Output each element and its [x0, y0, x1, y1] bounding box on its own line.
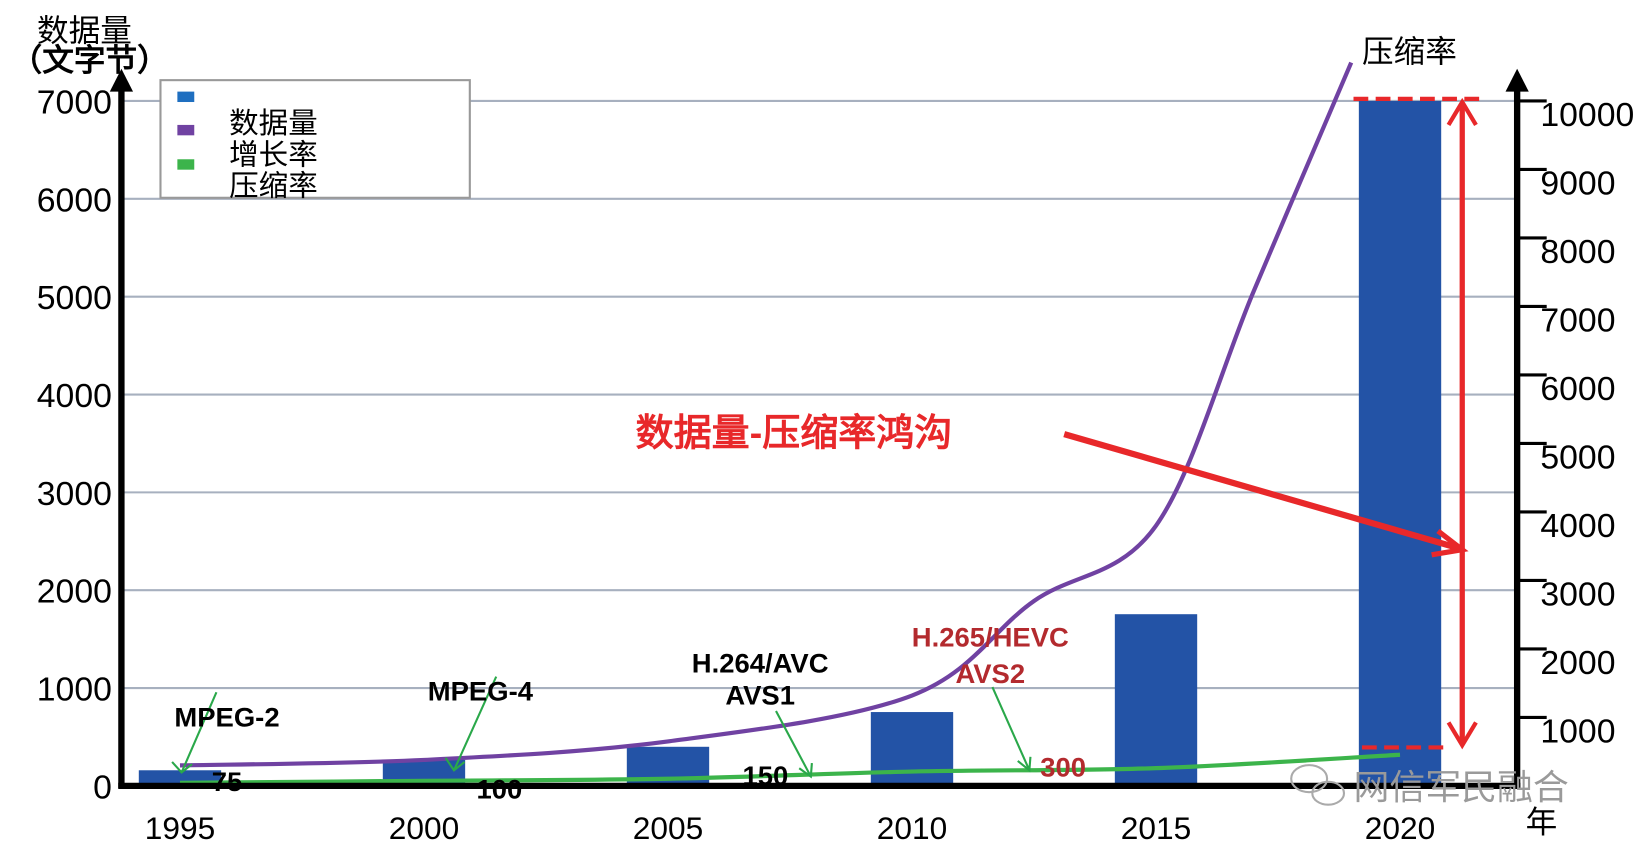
y-tick-label: 6000	[37, 183, 112, 220]
gap-arrow-heads	[1446, 97, 1478, 750]
bar	[870, 712, 954, 786]
y-axis-arrow	[109, 68, 134, 92]
y-tick-label: 4000	[37, 378, 112, 415]
gap-pointer	[1063, 431, 1462, 552]
codec-label: AVS2	[955, 658, 1025, 689]
gap-pointer-head	[1431, 528, 1469, 558]
y-tick-label: 2000	[37, 574, 112, 611]
y2-tick-label: 6000	[1540, 371, 1615, 408]
y-tick-label: 5000	[37, 280, 112, 317]
gap-markers	[1063, 96, 1484, 750]
y2-tick-label: 3000	[1540, 577, 1615, 614]
bubble	[1311, 780, 1346, 806]
legend-label: 压缩率	[229, 170, 318, 203]
arrow	[171, 691, 218, 774]
ratio-label: 300	[1040, 752, 1086, 783]
annotation-arrows	[171, 676, 1032, 779]
codec-label: H.264/AVC	[692, 648, 829, 679]
y2-axis-arrow	[1505, 68, 1529, 92]
y-tick-label: 3000	[37, 476, 112, 513]
codec-label: H.265/HEVC	[912, 622, 1069, 653]
x-tick-label: 2005	[633, 811, 703, 846]
legend-swatch	[177, 159, 195, 170]
y2-tick-label: 4000	[1540, 508, 1615, 545]
y2-tick-label: 5000	[1540, 440, 1615, 477]
legend-box	[159, 79, 471, 199]
bar	[1358, 100, 1442, 786]
y-tick-label: 1000	[37, 672, 112, 709]
bubble	[1290, 764, 1329, 794]
y-axis-label: （文字节）	[11, 42, 169, 78]
ratio-label: 150	[743, 760, 789, 791]
y-tick-label: 0	[93, 770, 112, 807]
watermark-icon	[1290, 764, 1346, 806]
x-tick-label: 2010	[877, 811, 947, 846]
arrow	[444, 676, 498, 772]
y2-tick-label: 10000	[1540, 97, 1634, 134]
line	[179, 752, 1401, 785]
gap-label: 数据量-压缩率鸿沟	[636, 412, 953, 454]
codec-label: MPEG-4	[428, 676, 534, 707]
legend-swatch	[177, 124, 195, 136]
arrow	[991, 686, 1032, 773]
ratio-label: 75	[212, 766, 243, 797]
x-tick-label: 2000	[389, 811, 459, 846]
legend-label: 增长率	[229, 139, 318, 172]
watermark: 网信军民融合	[1353, 768, 1568, 808]
y2-tick-label: 9000	[1540, 166, 1615, 203]
line	[179, 61, 1354, 768]
x-tick-label: 2020	[1365, 811, 1435, 846]
y2-tick-label: 1000	[1540, 714, 1615, 751]
y-axis-label: 数据量	[37, 14, 132, 49]
y2-axis-label: 压缩率	[1362, 35, 1457, 70]
ratio-label: 100	[476, 774, 522, 805]
bar	[1114, 614, 1198, 786]
arrow	[775, 710, 813, 779]
marks	[138, 61, 1442, 786]
y2-tick-label: 8000	[1540, 234, 1615, 271]
x-tick-label: 2015	[1121, 811, 1191, 846]
legend-label: 数据量	[229, 107, 318, 140]
x-tick-label: 1995	[145, 811, 215, 846]
x-axis-label: 年	[1526, 805, 1558, 840]
y2-tick-label: 7000	[1540, 303, 1615, 340]
y-tick-label: 7000	[37, 85, 112, 122]
y2-tick-label: 2000	[1540, 645, 1615, 682]
codec-label: AVS1	[725, 680, 795, 711]
legend-swatch	[177, 91, 195, 103]
codec-label: MPEG-2	[174, 702, 279, 733]
